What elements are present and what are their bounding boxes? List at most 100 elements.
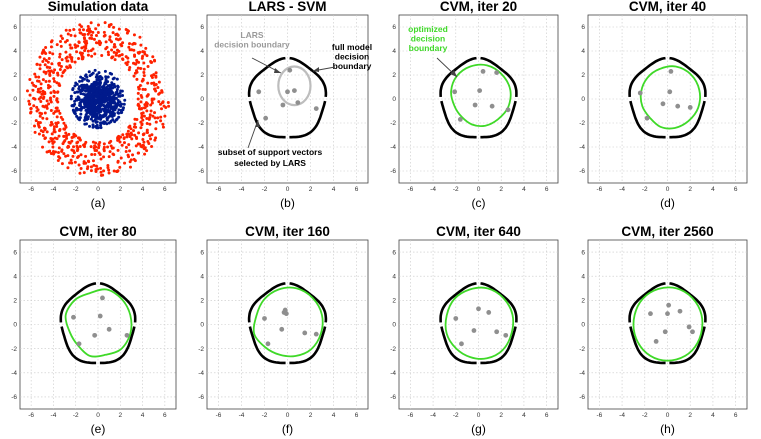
outer-point (80, 57, 84, 61)
outer-point (97, 146, 101, 150)
x-tick-label: 6 (545, 412, 549, 419)
outer-point (104, 40, 108, 44)
lars-boundary-annotation: LARS (240, 30, 263, 40)
outer-point (150, 74, 154, 78)
inner-point (104, 77, 108, 81)
outer-point (140, 79, 144, 83)
x-tick-label: -2 (262, 412, 268, 419)
outer-point (49, 151, 53, 155)
outer-point (94, 141, 98, 145)
x-tick-label: 2 (499, 412, 503, 419)
support-vector (648, 311, 653, 317)
outer-point (45, 150, 49, 154)
outer-point (138, 35, 142, 39)
panel-title: LARS - SVM (248, 0, 326, 14)
full-model-boundary (480, 326, 517, 365)
outer-point (154, 127, 158, 131)
outer-point (41, 133, 45, 137)
outer-point (150, 101, 154, 105)
outer-point (146, 81, 150, 85)
outer-point (161, 122, 165, 126)
outer-point (52, 77, 56, 81)
inner-point (99, 94, 103, 98)
outer-point (157, 100, 161, 104)
outer-point (142, 61, 146, 65)
outer-point (38, 63, 42, 67)
outer-point (116, 135, 120, 139)
support-vector (489, 103, 495, 109)
full-boundary-annotation: decision (335, 52, 369, 62)
outer-point (55, 106, 59, 110)
outer-point (150, 81, 154, 85)
outer-point (86, 165, 90, 169)
support-vector (302, 330, 308, 336)
inner-point (117, 108, 121, 112)
inner-point (91, 110, 95, 114)
outer-point (57, 134, 61, 138)
outer-point (62, 134, 66, 138)
outer-point (121, 57, 125, 61)
y-tick-label: -4 (198, 144, 204, 151)
y-tick-label: 0 (392, 322, 396, 329)
inner-point (120, 110, 124, 114)
outer-point (47, 79, 51, 83)
support-vector (92, 332, 98, 338)
outer-point (31, 88, 35, 92)
outer-point (139, 67, 143, 71)
full-model-boundary (289, 56, 328, 98)
support-vector (471, 328, 477, 333)
inner-point (99, 123, 103, 127)
outer-point (40, 92, 44, 96)
outer-point (117, 54, 121, 58)
y-tick-label: 2 (392, 298, 396, 305)
inner-point (95, 123, 99, 127)
y-tick-label: -4 (579, 370, 585, 377)
inner-point (102, 84, 106, 88)
outer-point (68, 43, 72, 47)
outer-point (66, 32, 70, 36)
inner-point (110, 96, 114, 100)
outer-point (93, 149, 97, 153)
inner-point (83, 122, 87, 126)
inner-point (81, 92, 85, 96)
inner-point (122, 102, 126, 106)
outer-point (79, 166, 83, 170)
lars-annotation-arrowhead (274, 68, 281, 73)
full-model-boundary (248, 100, 286, 139)
outer-point (107, 155, 111, 159)
outer-point (34, 75, 38, 79)
x-tick-label: 0 (477, 186, 481, 193)
outer-point (86, 49, 90, 53)
outer-point (110, 48, 114, 52)
x-tick-label: 0 (666, 412, 670, 419)
inner-point (95, 109, 99, 113)
outer-point (58, 68, 62, 72)
outer-point (145, 121, 149, 125)
outer-point (49, 45, 53, 49)
inner-point (102, 86, 106, 90)
outer-point (146, 131, 150, 135)
outer-point (143, 146, 147, 150)
outer-point (99, 170, 103, 174)
outer-point (97, 151, 101, 155)
outer-point (59, 34, 63, 38)
x-tick-label: 0 (286, 186, 290, 193)
outer-point (108, 150, 112, 154)
inner-point (73, 99, 77, 103)
x-tick-label: -6 (407, 186, 413, 193)
inner-point (91, 114, 95, 118)
outer-point (65, 136, 69, 140)
outer-point (109, 144, 113, 148)
outer-point (51, 145, 55, 149)
outer-point (93, 152, 97, 156)
outer-point (112, 153, 116, 157)
inner-point (74, 107, 78, 111)
outer-point (102, 30, 106, 34)
outer-point (59, 44, 63, 48)
outer-point (41, 145, 45, 149)
outer-point (37, 132, 41, 136)
inner-point (108, 71, 112, 75)
outer-point (135, 136, 139, 140)
inner-point (74, 97, 78, 101)
outer-point (136, 66, 140, 70)
